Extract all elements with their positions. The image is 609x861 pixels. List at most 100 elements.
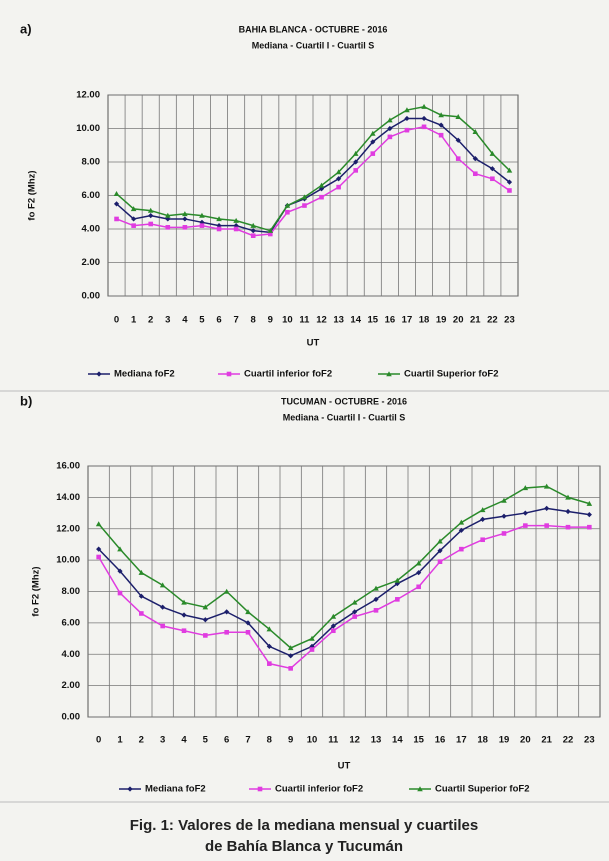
marker [319, 194, 324, 200]
marker [199, 212, 205, 218]
y-tick-label: 2.00 [82, 257, 101, 268]
marker [472, 171, 478, 177]
y-tick-label: 4.00 [62, 649, 81, 660]
x-tick-label: 9 [288, 735, 293, 746]
marker [285, 209, 290, 215]
y-tick-label: 12.00 [76, 90, 100, 101]
marker [138, 569, 145, 575]
x-tick-label: 3 [160, 735, 165, 746]
marker [245, 620, 251, 626]
chart-subtitle: Mediana - Cuartil I - Cuartil S [252, 40, 375, 50]
marker [301, 194, 308, 200]
x-tick-label: 8 [267, 735, 272, 746]
marker [489, 166, 495, 172]
marker [523, 523, 528, 528]
marker [181, 628, 187, 634]
marker [117, 546, 123, 552]
marker [352, 609, 358, 615]
legend-label: Cuartil inferior foF2 [244, 369, 332, 380]
marker [245, 609, 251, 615]
marker [330, 623, 336, 629]
marker [565, 524, 571, 530]
x-tick-label: 13 [371, 735, 382, 746]
marker [233, 217, 239, 223]
marker [587, 524, 592, 530]
marker [336, 176, 342, 182]
marker [250, 222, 257, 228]
marker [586, 500, 593, 506]
marker [394, 577, 401, 583]
marker [458, 519, 465, 525]
x-tick-label: 4 [181, 735, 187, 746]
x-tick-label: 19 [499, 735, 510, 746]
series-line [116, 117, 510, 234]
x-tick-label: 18 [419, 315, 430, 326]
y-tick-label: 10.00 [76, 123, 100, 134]
x-tick-label: 22 [563, 735, 574, 746]
y-axis-label: fo F2 (Mhz) [27, 170, 38, 220]
marker [309, 635, 315, 641]
marker [421, 115, 427, 122]
x-tick-label: 14 [350, 315, 361, 326]
x-tick-label: 0 [114, 315, 119, 326]
marker [182, 211, 188, 217]
marker [352, 614, 357, 619]
marker [139, 611, 144, 616]
marker [373, 608, 379, 613]
marker [330, 613, 337, 619]
x-tick-label: 15 [368, 315, 379, 326]
y-tick-label: 10.00 [56, 555, 80, 566]
marker [181, 612, 187, 618]
marker [257, 786, 263, 792]
marker [160, 623, 165, 629]
marker [226, 371, 232, 377]
y-tick-label: 16.00 [56, 461, 80, 472]
y-tick-label: 4.00 [82, 224, 101, 235]
marker [182, 216, 188, 222]
marker [386, 371, 392, 377]
marker [353, 168, 359, 173]
marker [216, 226, 222, 232]
chart-title: TUCUMAN - OCTUBRE - 2016 [281, 396, 407, 406]
marker [335, 169, 342, 175]
marker [245, 629, 251, 635]
marker [438, 112, 444, 118]
marker [309, 647, 315, 652]
marker [522, 510, 528, 516]
marker [224, 609, 230, 615]
y-tick-label: 8.00 [82, 157, 101, 168]
marker [458, 527, 464, 533]
marker [404, 127, 410, 133]
marker [455, 156, 461, 161]
marker [455, 137, 461, 143]
x-tick-label: 6 [216, 315, 221, 326]
panel-label: b) [20, 393, 32, 408]
marker [147, 207, 154, 213]
marker [544, 523, 549, 528]
marker [480, 537, 485, 543]
marker [164, 212, 171, 218]
marker [182, 225, 188, 230]
x-tick-label: 2 [148, 315, 153, 326]
x-tick-label: 19 [436, 315, 447, 326]
marker [437, 548, 443, 554]
marker [404, 107, 410, 113]
marker [131, 223, 136, 228]
x-tick-label: 1 [117, 735, 123, 746]
x-tick-label: 0 [96, 735, 101, 746]
marker [459, 546, 464, 552]
marker [373, 596, 379, 602]
x-tick-label: 18 [477, 735, 488, 746]
marker [351, 599, 358, 605]
marker [387, 134, 393, 140]
marker [288, 666, 293, 671]
x-tick-label: 12 [349, 735, 360, 746]
marker [455, 113, 462, 119]
marker [114, 216, 119, 222]
x-axis-label: UT [307, 338, 320, 349]
marker [148, 213, 154, 219]
marker [284, 202, 291, 208]
marker [565, 494, 571, 500]
x-tick-label: 13 [333, 315, 344, 326]
marker [544, 505, 550, 511]
